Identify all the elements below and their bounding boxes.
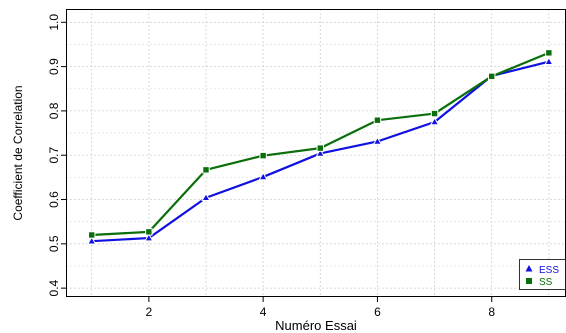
legend-box [519,259,566,290]
data-point-ss [430,109,439,118]
data-point-ss [545,49,553,57]
x-tick-label: 6 [374,305,381,319]
legend-label-ss: SS [539,277,553,288]
data-point-ess [258,171,268,181]
x-tick-label: 2 [146,305,153,319]
data-point-ess [315,148,325,157]
data-point-ss [373,116,382,124]
data-point-ess [372,136,383,145]
y-tick-label: 0.9 [47,58,61,75]
y-axis: 0.4 0.5 0.6 0.7 0.8 0.9 1.0 [47,14,66,296]
series-layer [87,49,554,245]
legend-marker-ss [526,278,532,284]
y-tick-label: 0.7 [47,147,61,164]
data-point-ess [544,56,554,66]
x-tick-label: 8 [488,305,495,319]
data-point-ess [144,233,154,242]
y-tick-label: 0.6 [47,191,61,208]
data-point-ess [201,192,211,202]
data-point-ss [488,72,496,81]
y-axis-title: Coefficient de Correlation [11,85,25,220]
data-point-ss [202,166,210,174]
data-point-ss [316,144,324,152]
y-tick-label: 0.8 [47,102,61,119]
y-tick-label: 0.5 [47,235,61,252]
x-axis-title: Numéro Essai [275,318,357,333]
data-point-ss [88,231,96,239]
data-point-ss [259,151,267,160]
data-point-ess [429,116,440,126]
legend-label-ess: ESS [539,265,559,276]
data-point-ess [87,236,97,245]
x-axis: 2 4 6 8 [146,297,495,319]
y-tick-label: 1.0 [47,14,61,31]
y-tick-label: 0.4 [47,279,61,296]
data-point-ss [145,228,153,236]
series-line-ss [91,51,550,237]
legend-marker-ess [525,265,533,272]
grid-lines [66,9,566,297]
x-tick-label: 4 [260,305,267,319]
plot-frame [66,9,566,297]
